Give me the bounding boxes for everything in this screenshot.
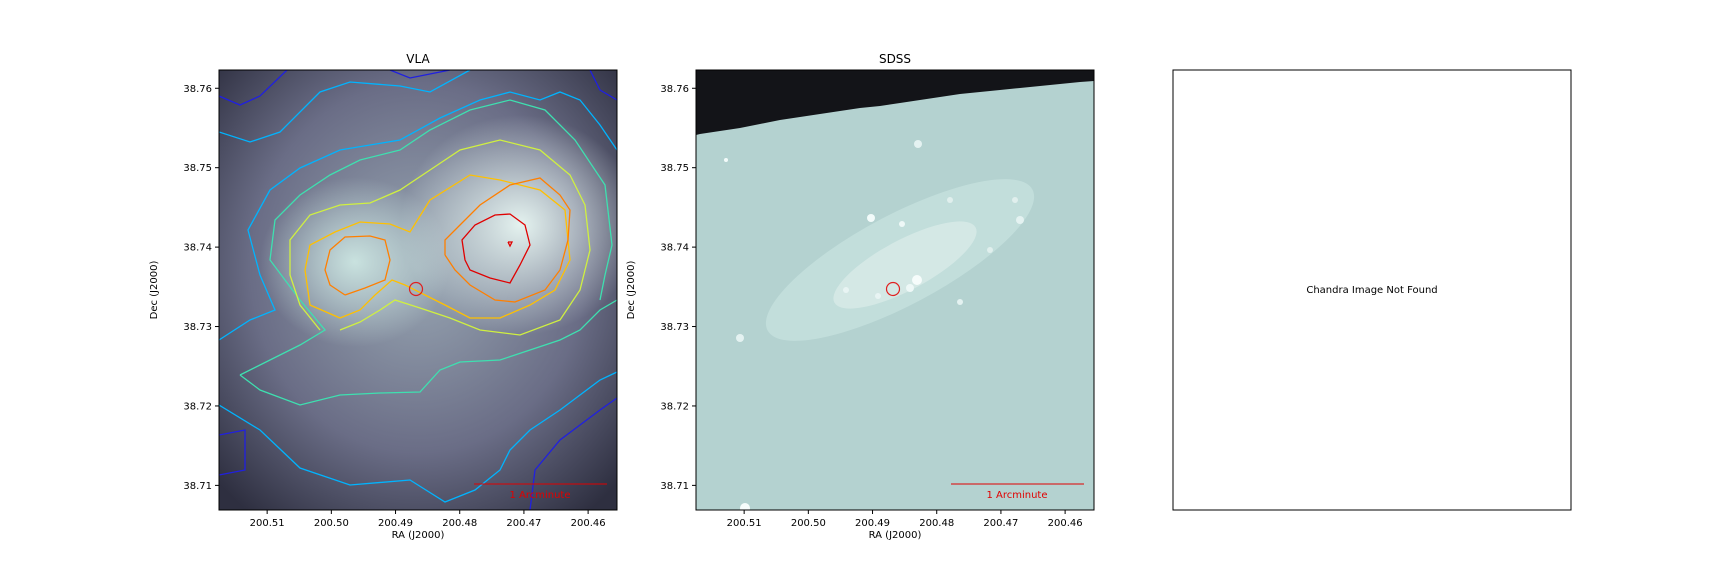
sdss-ylabel: Dec (J2000) (626, 261, 637, 320)
vla-y-tick-label: 38.71 (183, 481, 212, 492)
vla-y-tick-label: 38.75 (183, 163, 212, 174)
sdss-x-tick-label: 200.47 (983, 518, 1018, 529)
sdss-target-marker (885, 281, 901, 297)
vla-panel: 1 Arcminute VLA RA (J2000) Dec (J2000) 2… (149, 52, 618, 541)
sdss-axes-frame (695, 69, 1095, 511)
vla-target-marker (408, 281, 424, 297)
vla-x-tick-label: 200.50 (314, 518, 349, 529)
chandra-message: Chandra Image Not Found (1306, 285, 1437, 296)
vla-ylabel: Dec (J2000) (149, 261, 160, 320)
vla-y-tick-label: 38.72 (183, 401, 212, 412)
sdss-x-tick-label: 200.49 (855, 518, 890, 529)
vla-x-tick-label: 200.46 (571, 518, 606, 529)
vla-image: 1 Arcminute (219, 70, 617, 510)
vla-x-tick-label: 200.47 (506, 518, 541, 529)
sdss-y-tick-label: 38.71 (660, 481, 689, 492)
sdss-x-tick-label: 200.46 (1048, 518, 1083, 529)
sdss-y-tick-label: 38.75 (660, 163, 689, 174)
sdss-x-tick-label: 200.50 (791, 518, 826, 529)
sdss-y-tick-label: 38.76 (660, 84, 689, 95)
sdss-galaxy (724, 140, 1035, 510)
vla-x-tick-label: 200.49 (378, 518, 413, 529)
sdss-y-tick-label: 38.73 (660, 322, 689, 333)
sdss-blank-region (696, 70, 1094, 135)
vla-x-tick-label: 200.51 (250, 518, 285, 529)
vla-axes-frame (218, 69, 618, 511)
vla-contours (219, 70, 617, 510)
vla-title: VLA (406, 52, 430, 66)
sdss-ticks: 200.51 200.50 200.49 200.48 200.47 200.46 38.7… (660, 84, 1082, 529)
sdss-x-tick-label: 200.51 (727, 518, 762, 529)
sdss-image: 1 Arcminute (696, 70, 1094, 510)
vla-y-tick-label: 38.74 (183, 243, 212, 254)
vla-ticks: 200.51 200.50 200.49 200.48 200.47 200.46 38.7… (183, 84, 605, 529)
chandra-axes-frame (1172, 69, 1572, 511)
sdss-y-tick-label: 38.72 (660, 401, 689, 412)
sdss-xlabel: RA (J2000) (869, 530, 922, 541)
chandra-panel: Chandra Image Not Found (1172, 69, 1572, 511)
vla-xlabel: RA (J2000) (392, 530, 445, 541)
sdss-x-tick-label: 200.48 (919, 518, 954, 529)
vla-scalebar-label: 1 Arcminute (509, 490, 570, 501)
sdss-panel: 1 Arcminute SDSS RA (J2000) Dec (J2000) … (626, 52, 1095, 541)
sdss-title: SDSS (879, 52, 911, 66)
vla-x-tick-label: 200.48 (442, 518, 477, 529)
sdss-y-tick-label: 38.74 (660, 243, 689, 254)
vla-y-tick-label: 38.73 (183, 322, 212, 333)
sdss-scalebar-label: 1 Arcminute (986, 490, 1047, 501)
vla-y-tick-label: 38.76 (183, 84, 212, 95)
